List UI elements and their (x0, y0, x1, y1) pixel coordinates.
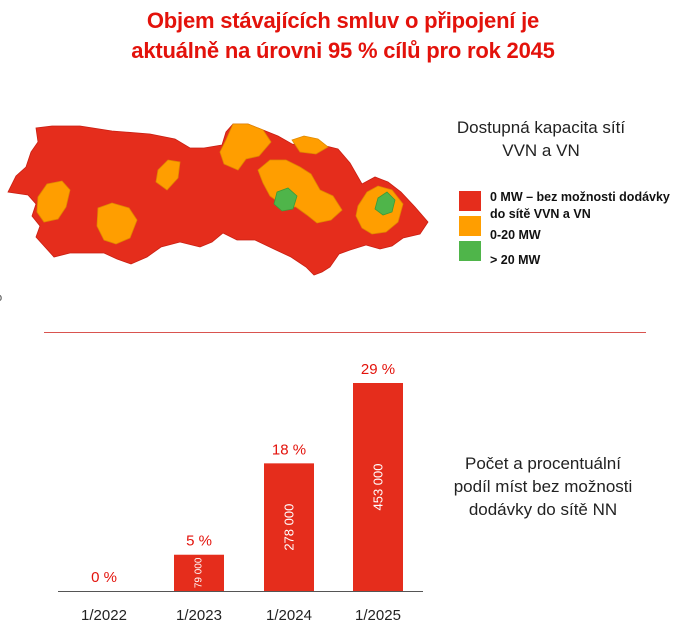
bar-percent-label: 0 % (91, 569, 117, 586)
legend-swatch-red (459, 191, 481, 211)
legend-label-0-20mw: 0-20 MW (490, 228, 541, 242)
bar-percent-label: 18 % (272, 441, 306, 458)
bar-percent-label: 5 % (186, 533, 212, 550)
legend-label-0mw-line-1: 0 MW – bez možnosti dodávky (490, 190, 670, 204)
legend-title-line-2: VVN a VN (502, 141, 580, 160)
x-tick-label: 1/2025 (355, 607, 401, 624)
bar-value-label: 453 000 (371, 464, 386, 511)
bar-value-label: 79 000 (194, 557, 205, 588)
legend-swatch-green (459, 241, 481, 261)
map-edge-mark: o (0, 292, 2, 304)
bar-chart-caption: Počet a procentuální podíl míst bez možn… (430, 452, 656, 521)
bar-1-2023 (174, 554, 224, 591)
legend-title-line-1: Dostupná kapacita sítí (456, 118, 626, 137)
x-tick-label: 1/2022 (81, 607, 127, 624)
bar-caption-line-3: dodávky do sítě NN (468, 500, 618, 519)
bar-chart: 0 % 1/2022 79 000 5 % 1/2023 278 000 18 % 1/202… (58, 361, 423, 624)
bar-caption-line-1: Počet a procentuální (465, 454, 621, 473)
section-divider (44, 332, 646, 333)
bar-percent-label: 29 % (361, 361, 395, 378)
bar-1-2025 (353, 383, 403, 591)
title-line-1: Objem stávajících smluv o připojení je (146, 8, 540, 33)
chart-title: Objem stávajících smluv o připojení je a… (0, 6, 686, 66)
x-tick-label: 1/2024 (266, 607, 312, 624)
legend-label-0mw-line-2: do sítě VVN a VN (490, 207, 591, 221)
bar-caption-line-2: podíl míst bez možnosti (453, 477, 633, 496)
legend-label-20mw: > 20 MW (490, 253, 541, 267)
bar-value-label: 278 000 (282, 504, 297, 551)
slovakia-capacity-map (7, 123, 429, 276)
map-region-green (273, 187, 396, 216)
bar-1-2024 (264, 463, 314, 591)
legend-title: Dostupná kapacita sítí VVN a VN (430, 116, 652, 162)
title-line-2: aktuálně na úrovni 95 % cílů pro rok 204… (131, 38, 555, 63)
x-tick-label: 1/2023 (176, 607, 222, 624)
legend-label-0mw: 0 MW – bez možnosti dodávky do sítě VVN … (490, 189, 670, 223)
legend-swatch-orange (459, 216, 481, 236)
